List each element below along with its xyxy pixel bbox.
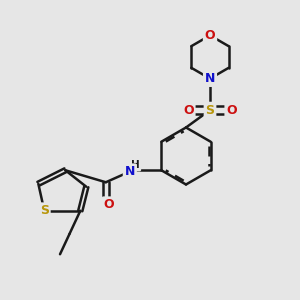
Text: N: N bbox=[124, 165, 135, 178]
Text: O: O bbox=[183, 103, 194, 117]
Text: O: O bbox=[205, 29, 215, 42]
Text: H: H bbox=[131, 160, 140, 170]
Text: O: O bbox=[103, 198, 114, 211]
Text: S: S bbox=[40, 204, 49, 217]
Text: N: N bbox=[205, 72, 215, 85]
Text: O: O bbox=[226, 103, 237, 117]
Text: S: S bbox=[206, 103, 214, 117]
